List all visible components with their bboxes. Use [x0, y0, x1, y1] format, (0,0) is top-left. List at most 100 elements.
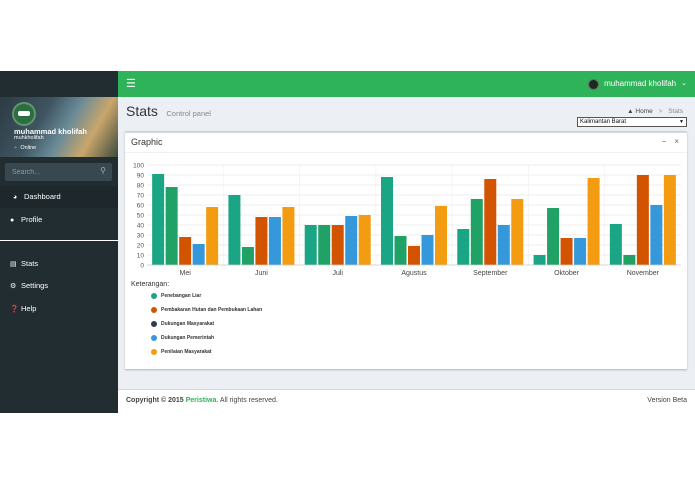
- legend-title: Keterangan:: [131, 281, 170, 288]
- home-icon: ▲: [627, 108, 634, 115]
- footer-brand-link[interactable]: Peristiwa.: [185, 397, 219, 404]
- user-menu[interactable]: muhammad kholifah ⌄: [588, 77, 687, 91]
- y-tick-label: 50: [137, 213, 145, 220]
- legend-swatch: [151, 321, 157, 327]
- bar: [165, 187, 178, 265]
- help-icon: ❓: [10, 306, 19, 313]
- legend-label: Penebangan Liar: [161, 293, 202, 299]
- breadcrumb-current: Stats: [668, 108, 683, 115]
- avatar: [12, 102, 36, 126]
- x-tick-label: Mei: [180, 270, 192, 277]
- breadcrumb-home[interactable]: Home: [635, 108, 653, 115]
- copyright-rest: All rights reserved.: [218, 397, 278, 404]
- bar: [560, 238, 573, 265]
- bar: [609, 224, 622, 265]
- y-tick-label: 40: [137, 223, 145, 230]
- avatar: [588, 78, 600, 90]
- sidebar-item-label: Help: [21, 304, 37, 313]
- x-tick-label: Agustus: [401, 270, 427, 277]
- page-subtitle: Control panel: [166, 109, 211, 118]
- bar: [484, 179, 497, 265]
- chart-icon: ▤: [10, 261, 17, 268]
- sidebar: muhammad kholifah muhkholifah Online ⚲ ◕…: [0, 71, 118, 413]
- bar: [587, 178, 600, 265]
- bar: [650, 205, 663, 265]
- bar: [470, 199, 483, 265]
- user-status: Online: [14, 145, 36, 151]
- x-tick-label: Juni: [255, 270, 268, 277]
- sidebar-user-name: muhammad kholifah: [14, 127, 87, 136]
- sidebar-user-sub: muhkholifah: [14, 135, 44, 141]
- bar: [228, 195, 241, 265]
- top-navbar: ☰ muhammad kholifah ⌄: [118, 71, 695, 97]
- bar: [318, 225, 331, 265]
- sidebar-item-help[interactable]: ❓ Help: [0, 298, 118, 320]
- y-tick-label: 100: [133, 163, 144, 170]
- box-tools: − ×: [662, 137, 679, 146]
- minimize-button[interactable]: −: [661, 137, 667, 146]
- bar: [511, 199, 524, 265]
- legend-item: Penebangan Liar: [151, 293, 201, 299]
- dashboard-icon: ◕: [13, 194, 18, 201]
- bar: [268, 217, 281, 265]
- search-input[interactable]: [5, 163, 95, 181]
- legend-item: Pembakaran Hutan dan Pembukaan Lahan: [151, 307, 262, 313]
- legend-swatch: [151, 307, 157, 313]
- bar: [408, 246, 420, 265]
- sidebar-item-label: Profile: [21, 215, 43, 224]
- page-title: Stats: [126, 103, 158, 119]
- sidebar-item-stats[interactable]: ▤ Stats: [0, 253, 118, 275]
- x-tick-label: November: [627, 270, 660, 277]
- box-header-divider: [125, 152, 687, 153]
- app-window: muhammad kholifah muhkholifah Online ⚲ ◕…: [0, 71, 695, 413]
- bar: [381, 177, 393, 265]
- content-header: Stats Control panel: [126, 103, 211, 121]
- region-select[interactable]: Kalimantan Barat ▼: [577, 117, 687, 127]
- user-icon: ●: [10, 217, 15, 224]
- bar: [255, 217, 268, 265]
- sidebar-item-dashboard[interactable]: ◕ Dashboard: [0, 186, 118, 208]
- dropdown-arrow-icon: ▼: [679, 119, 684, 125]
- bar: [331, 225, 344, 265]
- bar: [206, 207, 219, 265]
- x-tick-label: September: [473, 270, 508, 277]
- bar: [623, 255, 636, 265]
- bar: [282, 207, 295, 265]
- legend-item: Dukungan Masyarakat: [151, 321, 214, 327]
- x-tick-label: Juli: [332, 270, 343, 277]
- bar: [533, 255, 546, 265]
- sidebar-item-settings[interactable]: ⚙ Settings: [0, 275, 118, 297]
- bar: [179, 237, 192, 265]
- bar: [497, 225, 510, 265]
- legend-swatch: [151, 335, 157, 341]
- legend-label: Pembakaran Hutan dan Pembukaan Lahan: [161, 307, 263, 313]
- bar: [394, 236, 407, 265]
- footer-version: Version Beta: [647, 397, 687, 404]
- gear-icon: ⚙: [10, 283, 17, 290]
- sidebar-item-profile[interactable]: ● Profile: [0, 209, 118, 231]
- footer: Copyright © 2015 Peristiwa. All rights r…: [118, 389, 695, 413]
- y-tick-label: 80: [137, 183, 145, 190]
- bar: [358, 215, 371, 265]
- search-icon[interactable]: ⚲: [100, 166, 106, 175]
- y-tick-label: 70: [137, 193, 145, 200]
- legend-item: Dukungan Pemerintah: [151, 335, 214, 341]
- sidebar-item-label: Settings: [21, 281, 49, 290]
- legend-label: Dukungan Pemerintah: [161, 335, 215, 341]
- bar: [241, 247, 254, 265]
- bar: [345, 216, 358, 265]
- legend-swatch: [151, 349, 157, 355]
- box-title: Graphic: [131, 137, 163, 147]
- close-button[interactable]: ×: [674, 137, 679, 146]
- y-tick-label: 10: [137, 253, 145, 260]
- footer-copyright: Copyright © 2015 Peristiwa. All rights r…: [126, 390, 278, 412]
- bar: [304, 225, 317, 265]
- graphic-box: Graphic − × 0 10 20 30 40 50 60 70 80 90 100 Mei Jun…: [125, 131, 687, 369]
- header-user-name: muhammad kholifah: [604, 79, 677, 88]
- bar: [152, 174, 165, 265]
- legend-item: Penilaian Masyarakat: [151, 349, 212, 355]
- legend-swatch: [151, 293, 157, 299]
- hamburger-icon[interactable]: ☰: [126, 78, 136, 90]
- y-tick-label: 30: [137, 233, 145, 240]
- y-tick-label: 0: [140, 263, 144, 270]
